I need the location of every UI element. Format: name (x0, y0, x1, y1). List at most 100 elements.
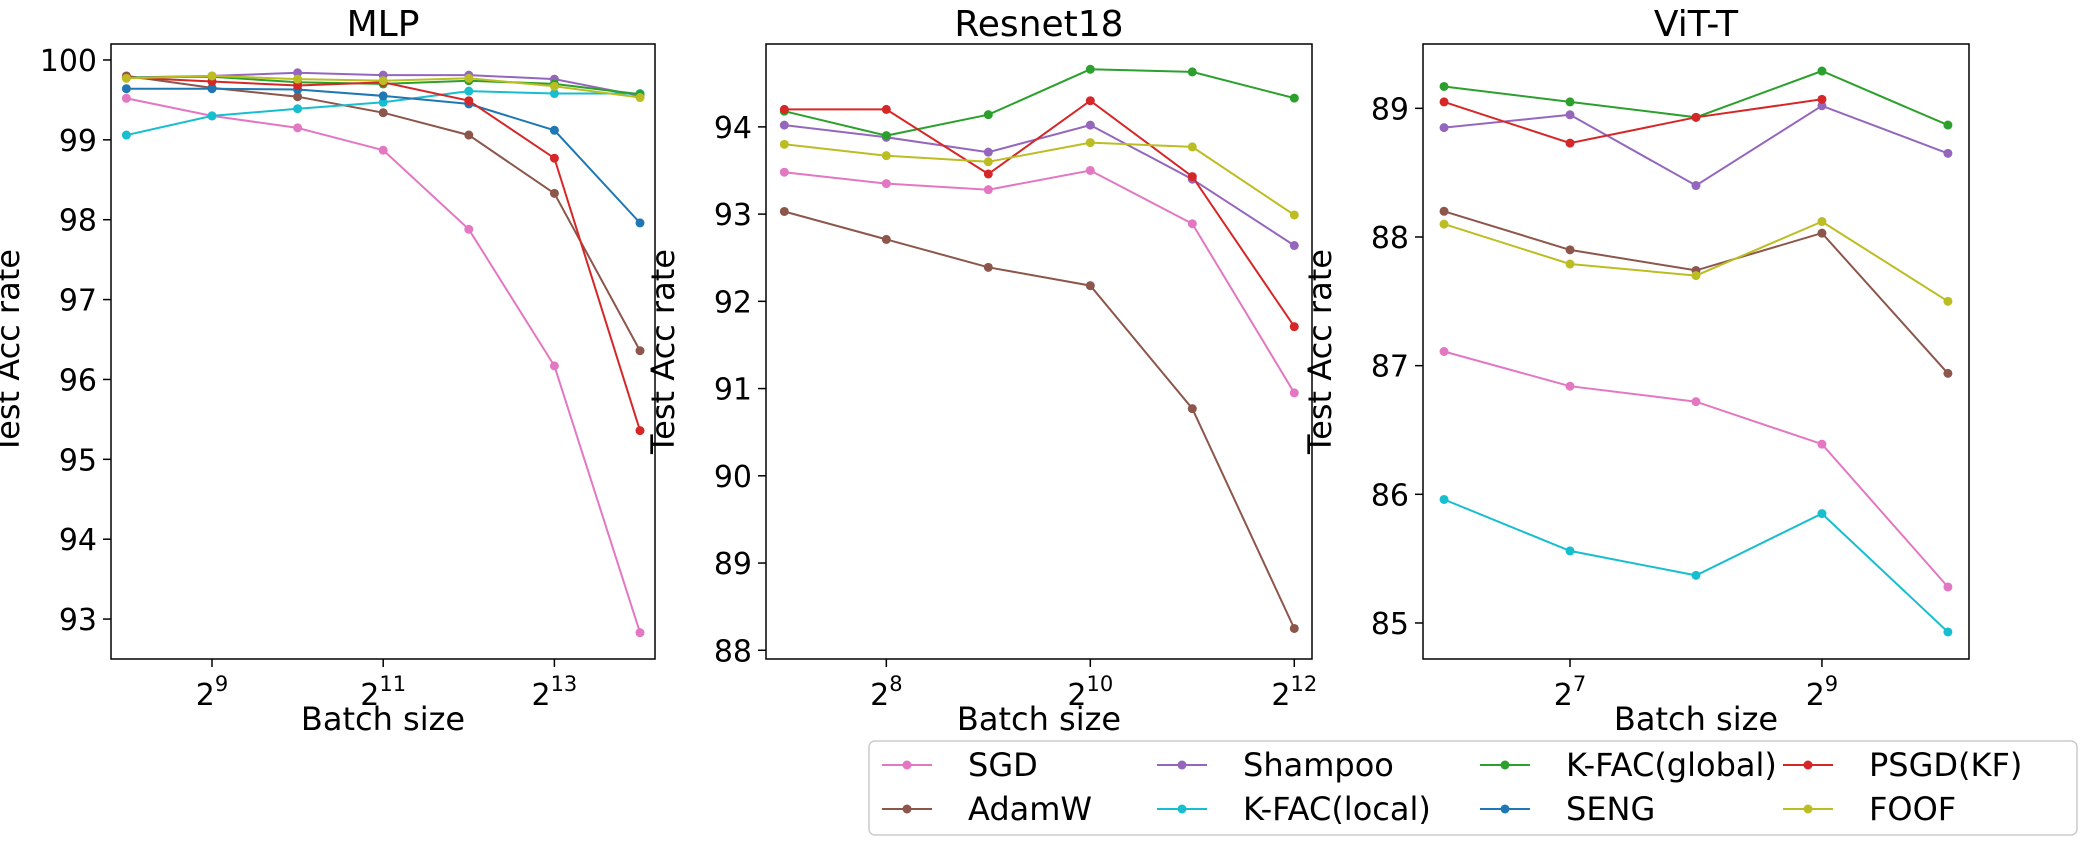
data-point (293, 74, 303, 84)
data-point (1943, 296, 1953, 306)
data-point (1565, 245, 1575, 255)
data-point (378, 145, 388, 155)
y-tick-label: 88 (1371, 221, 1409, 256)
data-point (1187, 142, 1197, 152)
series-AdamW (779, 206, 1299, 633)
data-point (1817, 217, 1827, 227)
legend-marker (1500, 760, 1510, 770)
plot-frame (1422, 43, 1970, 660)
data-point (635, 93, 645, 103)
data-point (549, 153, 559, 163)
data-point (378, 91, 388, 101)
y-tick-label: 94 (714, 111, 752, 146)
y-tick-label: 88 (714, 634, 752, 669)
data-point (881, 179, 891, 189)
series-Shampoo (1439, 101, 1953, 191)
series-line (126, 97, 641, 633)
y-tick-label: 95 (59, 443, 97, 478)
data-point (1439, 219, 1449, 229)
data-point (779, 104, 789, 114)
y-tick-label: 96 (59, 363, 97, 398)
legend-entry: K-FAC(local) (1157, 790, 1431, 828)
data-point (1085, 120, 1095, 130)
data-point (464, 130, 474, 140)
series-K-FAC(local) (1439, 494, 1953, 637)
y-tick-label: 99 (59, 124, 97, 159)
data-point (881, 131, 891, 141)
data-point (1691, 181, 1701, 191)
legend-marker (1177, 804, 1187, 814)
data-point (1187, 67, 1197, 77)
series-line (784, 210, 1296, 629)
data-point (464, 86, 474, 96)
data-point (1691, 570, 1701, 580)
data-point (121, 73, 131, 83)
series-Shampoo (779, 120, 1299, 251)
data-point (635, 346, 645, 356)
series-AdamW (1439, 206, 1953, 378)
data-point (1289, 210, 1299, 220)
data-point (121, 84, 131, 94)
data-point (1289, 241, 1299, 251)
series-line (126, 76, 641, 431)
legend-entry: SENG (1480, 790, 1655, 828)
data-point (1943, 627, 1953, 637)
data-point (1817, 509, 1827, 519)
y-tick-label: 85 (1371, 607, 1409, 642)
data-point (207, 111, 217, 121)
data-point (464, 73, 474, 83)
panel-3: 85 86 87 88 89 27 29 ViT-T Batch size Test Acc ra… (1301, 4, 1970, 738)
y-tick-label: 93 (59, 603, 97, 638)
data-point (549, 188, 559, 198)
x-tick-label: 212 (1271, 672, 1317, 713)
data-point (121, 130, 131, 140)
data-point (1691, 271, 1701, 281)
legend-label: AdamW (968, 790, 1092, 828)
data-point (1289, 388, 1299, 398)
data-point (549, 125, 559, 135)
legend-entry: Shampoo (1157, 746, 1394, 784)
series-line (1443, 350, 1949, 588)
plot-frame (110, 43, 656, 660)
data-point (1439, 347, 1449, 356)
legend-marker (1177, 760, 1187, 770)
legend-entry: AdamW (882, 790, 1092, 828)
y-tick-label: 93 (714, 198, 752, 233)
x-tick-label: 27 (1554, 672, 1586, 713)
x-axis-label: Batch size (957, 700, 1121, 738)
data-point (1187, 404, 1197, 414)
data-point (293, 123, 303, 133)
data-point (779, 206, 789, 216)
legend-entry: K-FAC(global) (1480, 746, 1777, 784)
legend: SGD Shampoo K-FAC(global) PSGD(KF) AdamW K-FA… (868, 740, 2078, 836)
series-line (1443, 498, 1949, 633)
data-point (1439, 81, 1449, 91)
data-point (121, 93, 131, 103)
data-point (549, 361, 559, 371)
y-axis-label: Test Acc rate (1301, 249, 1339, 455)
data-point (1817, 439, 1827, 449)
panel-2: 88 89 90 91 92 93 94 28 210 212 Resnet18 Batch size… (644, 4, 1317, 738)
data-point (635, 218, 645, 228)
x-tick-label: 29 (196, 672, 228, 713)
legend-entry: SGD (882, 746, 1038, 784)
x-axis-label: Batch size (1614, 700, 1778, 738)
data-point (1565, 259, 1575, 269)
x-tick-label: 211 (360, 672, 406, 713)
chart-title: ViT-T (1654, 4, 1739, 45)
panel-1: 93 94 95 96 97 98 99 100 29 211 213 MLP Batch size Te… (0, 4, 656, 738)
data-point (1085, 64, 1095, 74)
series-line (784, 68, 1295, 137)
data-point (1085, 138, 1095, 148)
data-point (1943, 120, 1953, 130)
legend-label: K-FAC(local) (1243, 790, 1431, 828)
data-point (779, 167, 789, 177)
y-tick-label: 89 (714, 547, 752, 582)
data-point (1439, 123, 1449, 133)
data-point (293, 104, 303, 114)
data-point (779, 120, 789, 130)
series-SGD (779, 165, 1299, 398)
legend-label: K-FAC(global) (1566, 746, 1777, 784)
x-tick-label: 29 (1806, 672, 1838, 713)
